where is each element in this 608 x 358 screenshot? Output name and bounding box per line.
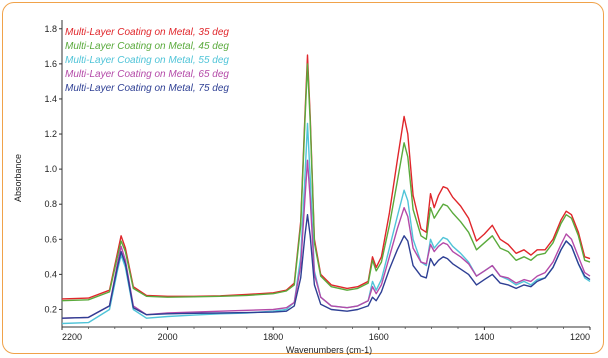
x-axis-label: Wavenumbers (cm-1) (286, 345, 372, 355)
legend-entry-4: Multi-Layer Coating on Metal, 65 deg (65, 69, 229, 80)
y-tick-label: 0.6 (44, 234, 57, 244)
y-tick-label: 0.4 (44, 269, 57, 279)
series-lines (61, 54, 591, 325)
legend-entry-2: Multi-Layer Coating on Metal, 45 deg (65, 41, 229, 52)
legend-entry-5: Multi-Layer Coating on Metal, 75 deg (65, 83, 229, 94)
y-axis-label: Absorbance (13, 154, 23, 202)
legend-entry-3: Multi-Layer Coating on Metal, 55 deg (65, 55, 229, 66)
y-tick-label: 1.8 (44, 24, 57, 34)
y-tick-label: 1.2 (44, 129, 57, 139)
x-tick-label: 2200 (62, 332, 82, 342)
y-tick-label: 0.8 (44, 199, 57, 209)
y-axis-ticks: 0.2 0.4 0.6 0.8 1.0 1.2 1.4 1.6 1.8 (44, 24, 62, 314)
series-line-4 (61, 159, 591, 319)
x-axis-ticks: 2200 2000 1800 1600 1400 1200 (61, 327, 591, 342)
series-line-2 (61, 63, 591, 302)
legend: Multi-Layer Coating on Metal, 35 deg Mult… (65, 27, 229, 94)
series-line-3 (61, 122, 591, 325)
y-tick-label: 0.2 (44, 304, 57, 314)
legend-entry-1: Multi-Layer Coating on Metal, 35 deg (65, 27, 229, 38)
x-tick-label: 1800 (263, 332, 283, 342)
x-tick-label: 1200 (570, 332, 590, 342)
y-tick-label: 1.6 (44, 59, 57, 69)
x-tick-label: 2000 (158, 332, 178, 342)
x-tick-label: 1600 (369, 332, 389, 342)
y-tick-label: 1.4 (44, 94, 57, 104)
y-tick-label: 1.0 (44, 164, 57, 174)
x-tick-label: 1400 (474, 332, 494, 342)
series-line-5 (61, 214, 591, 319)
